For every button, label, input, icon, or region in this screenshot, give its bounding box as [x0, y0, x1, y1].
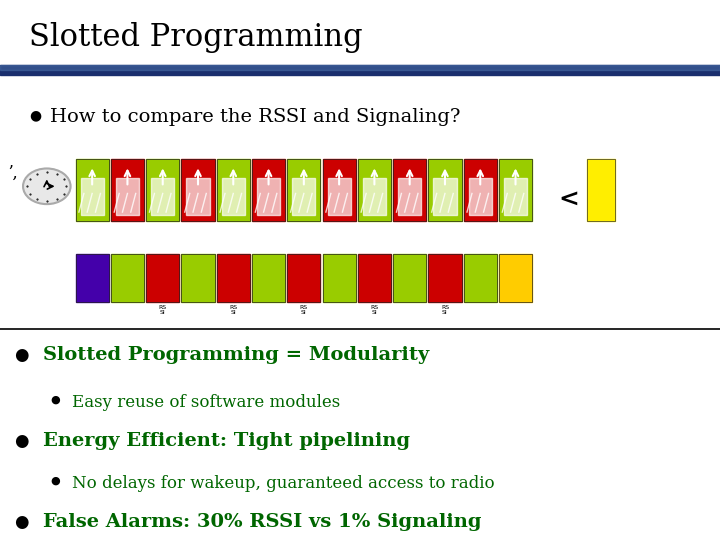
- Bar: [111, 254, 144, 302]
- Bar: [111, 159, 144, 221]
- Text: How to compare the RSSI and Signaling?: How to compare the RSSI and Signaling?: [50, 108, 461, 126]
- Bar: [587, 159, 615, 221]
- Bar: [0, 65, 720, 70]
- Text: False Alarms: 30% RSSI vs 1% Signaling: False Alarms: 30% RSSI vs 1% Signaling: [43, 513, 482, 531]
- Bar: [252, 159, 285, 221]
- Bar: [323, 254, 356, 302]
- Text: ʼ,: ʼ,: [7, 165, 18, 181]
- Bar: [146, 254, 179, 302]
- Bar: [499, 159, 532, 221]
- Bar: [328, 178, 351, 215]
- Bar: [151, 178, 174, 215]
- Bar: [116, 178, 139, 215]
- Bar: [252, 159, 285, 221]
- Bar: [433, 178, 456, 215]
- Text: RS
SI: RS SI: [229, 305, 238, 315]
- Bar: [76, 254, 109, 302]
- Bar: [358, 159, 391, 221]
- Bar: [217, 254, 250, 302]
- Bar: [504, 178, 527, 215]
- Text: ●: ●: [14, 513, 29, 531]
- Text: No delays for wakeup, guaranteed access to radio: No delays for wakeup, guaranteed access …: [72, 475, 495, 492]
- Bar: [499, 254, 532, 302]
- Bar: [186, 178, 210, 215]
- Text: RS
SI: RS SI: [441, 305, 449, 315]
- Text: ●: ●: [50, 394, 60, 404]
- Bar: [428, 254, 462, 302]
- Bar: [393, 254, 426, 302]
- Bar: [464, 254, 497, 302]
- Bar: [217, 159, 250, 221]
- Bar: [76, 254, 109, 302]
- Bar: [111, 254, 144, 302]
- Text: ●: ●: [29, 108, 41, 122]
- Bar: [323, 159, 356, 221]
- Bar: [181, 159, 215, 221]
- Bar: [428, 159, 462, 221]
- Bar: [146, 159, 179, 221]
- Bar: [358, 159, 391, 221]
- Text: ●: ●: [14, 432, 29, 450]
- Bar: [428, 254, 462, 302]
- Bar: [464, 159, 497, 221]
- Text: ●: ●: [14, 346, 29, 363]
- Bar: [257, 178, 280, 215]
- Bar: [469, 178, 492, 215]
- Bar: [287, 254, 320, 302]
- Bar: [181, 254, 215, 302]
- Bar: [287, 159, 320, 221]
- Bar: [464, 159, 497, 221]
- Bar: [363, 178, 386, 215]
- Bar: [287, 254, 320, 302]
- Bar: [217, 254, 250, 302]
- Text: ●: ●: [50, 475, 60, 485]
- Bar: [323, 254, 356, 302]
- Text: Slotted Programming = Modularity: Slotted Programming = Modularity: [43, 346, 429, 363]
- Bar: [76, 159, 109, 221]
- Circle shape: [23, 168, 71, 204]
- Bar: [393, 159, 426, 221]
- Bar: [222, 178, 245, 215]
- Text: Energy Efficient: Tight pipelining: Energy Efficient: Tight pipelining: [43, 432, 410, 450]
- Bar: [323, 159, 356, 221]
- Text: Slotted Programming: Slotted Programming: [29, 22, 362, 52]
- Bar: [287, 159, 320, 221]
- Bar: [398, 178, 421, 215]
- Bar: [499, 254, 532, 302]
- Bar: [181, 254, 215, 302]
- Text: RS
SI: RS SI: [370, 305, 379, 315]
- Text: Easy reuse of software modules: Easy reuse of software modules: [72, 394, 341, 411]
- Bar: [146, 254, 179, 302]
- Bar: [464, 254, 497, 302]
- Bar: [0, 65, 720, 75]
- Bar: [393, 159, 426, 221]
- Text: RS
SI: RS SI: [300, 305, 308, 315]
- Bar: [587, 159, 615, 221]
- Bar: [181, 159, 215, 221]
- Bar: [292, 178, 315, 215]
- Bar: [217, 159, 250, 221]
- Bar: [111, 159, 144, 221]
- Bar: [252, 254, 285, 302]
- Bar: [499, 159, 532, 221]
- Bar: [252, 254, 285, 302]
- Bar: [81, 178, 104, 215]
- Text: <: <: [558, 186, 579, 210]
- Bar: [393, 254, 426, 302]
- Bar: [358, 254, 391, 302]
- Bar: [428, 159, 462, 221]
- Bar: [146, 159, 179, 221]
- Bar: [76, 159, 109, 221]
- Bar: [358, 254, 391, 302]
- Text: RS
SI: RS SI: [158, 305, 167, 315]
